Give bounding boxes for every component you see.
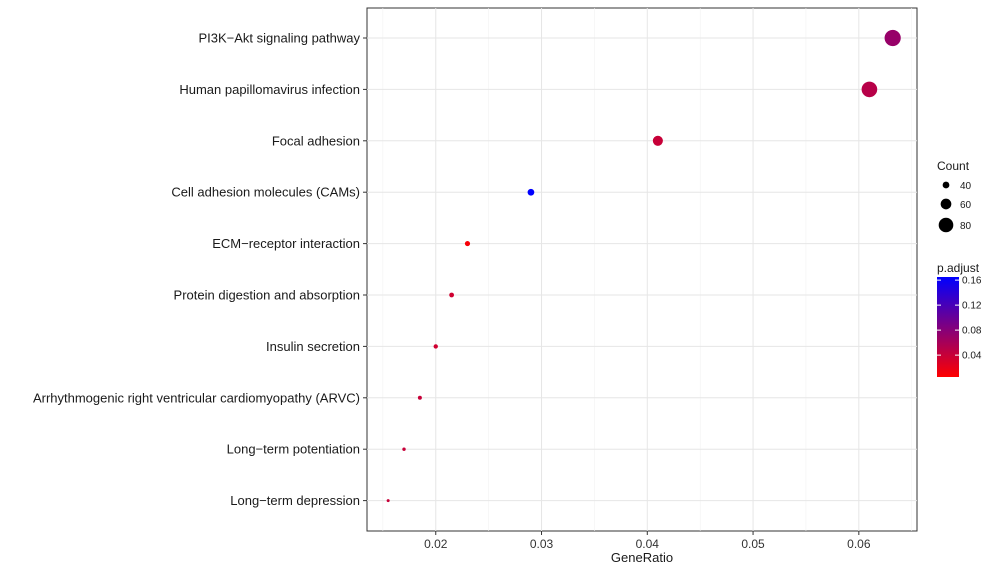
p-adjust-colorbar bbox=[937, 277, 959, 377]
y-tick-label: Human papillomavirus infection bbox=[179, 82, 360, 97]
pathway-dot bbox=[449, 292, 455, 298]
count-legend: Count 40 60 80 bbox=[937, 159, 972, 233]
pathway-dot bbox=[386, 499, 390, 503]
count-legend-dot bbox=[938, 217, 954, 233]
y-axis-labels: PI3K−Akt signaling pathway Human papillom… bbox=[33, 31, 367, 508]
pathway-dot bbox=[402, 447, 406, 451]
y-tick-label: Insulin secretion bbox=[266, 339, 360, 354]
pathway-dot bbox=[527, 188, 535, 196]
p-adjust-legend-title: p.adjust bbox=[937, 261, 980, 275]
colorbar-label: 0.04 bbox=[962, 351, 982, 362]
data-points bbox=[386, 29, 901, 503]
y-tick-label: Cell adhesion molecules (CAMs) bbox=[171, 185, 360, 200]
colorbar-label: 0.08 bbox=[962, 326, 982, 337]
pathway-dot bbox=[861, 81, 878, 98]
x-axis-title: GeneRatio bbox=[611, 550, 673, 565]
x-tick-label: 0.02 bbox=[424, 537, 448, 551]
count-legend-label: 80 bbox=[960, 221, 972, 232]
plot-panel bbox=[366, 7, 918, 532]
y-tick-label: PI3K−Akt signaling pathway bbox=[198, 31, 360, 46]
pathway-dot bbox=[652, 135, 663, 146]
grid-lines bbox=[367, 8, 917, 531]
y-tick-label: Arrhythmogenic right ventricular cardiom… bbox=[33, 390, 360, 405]
y-tick-label: ECM−receptor interaction bbox=[212, 236, 360, 251]
colorbar-label: 0.16 bbox=[962, 276, 982, 287]
pathway-dot bbox=[884, 29, 901, 47]
y-tick-label: Long−term depression bbox=[230, 493, 360, 508]
count-legend-label: 40 bbox=[960, 181, 972, 192]
x-tick-label: 0.06 bbox=[847, 537, 871, 551]
pathway-dot bbox=[433, 344, 438, 349]
x-tick-label: 0.03 bbox=[530, 537, 554, 551]
count-legend-title: Count bbox=[937, 159, 970, 173]
y-tick-label: Long−term potentiation bbox=[227, 442, 360, 457]
x-axis: 0.02 0.03 0.04 0.05 0.06 bbox=[424, 531, 871, 551]
x-tick-label: 0.04 bbox=[636, 537, 660, 551]
y-tick-label: Protein digestion and absorption bbox=[174, 288, 360, 303]
count-legend-label: 60 bbox=[960, 200, 972, 211]
pathway-dot bbox=[464, 241, 471, 247]
count-legend-dot bbox=[942, 181, 950, 189]
p-adjust-legend: p.adjust 0.04 0.08 0.12 0.16 bbox=[937, 261, 982, 377]
y-tick-label: Focal adhesion bbox=[272, 133, 360, 148]
x-tick-label: 0.05 bbox=[741, 537, 765, 551]
colorbar-label: 0.12 bbox=[962, 301, 982, 312]
count-legend-dot bbox=[940, 198, 952, 210]
pathway-dot bbox=[417, 395, 422, 400]
